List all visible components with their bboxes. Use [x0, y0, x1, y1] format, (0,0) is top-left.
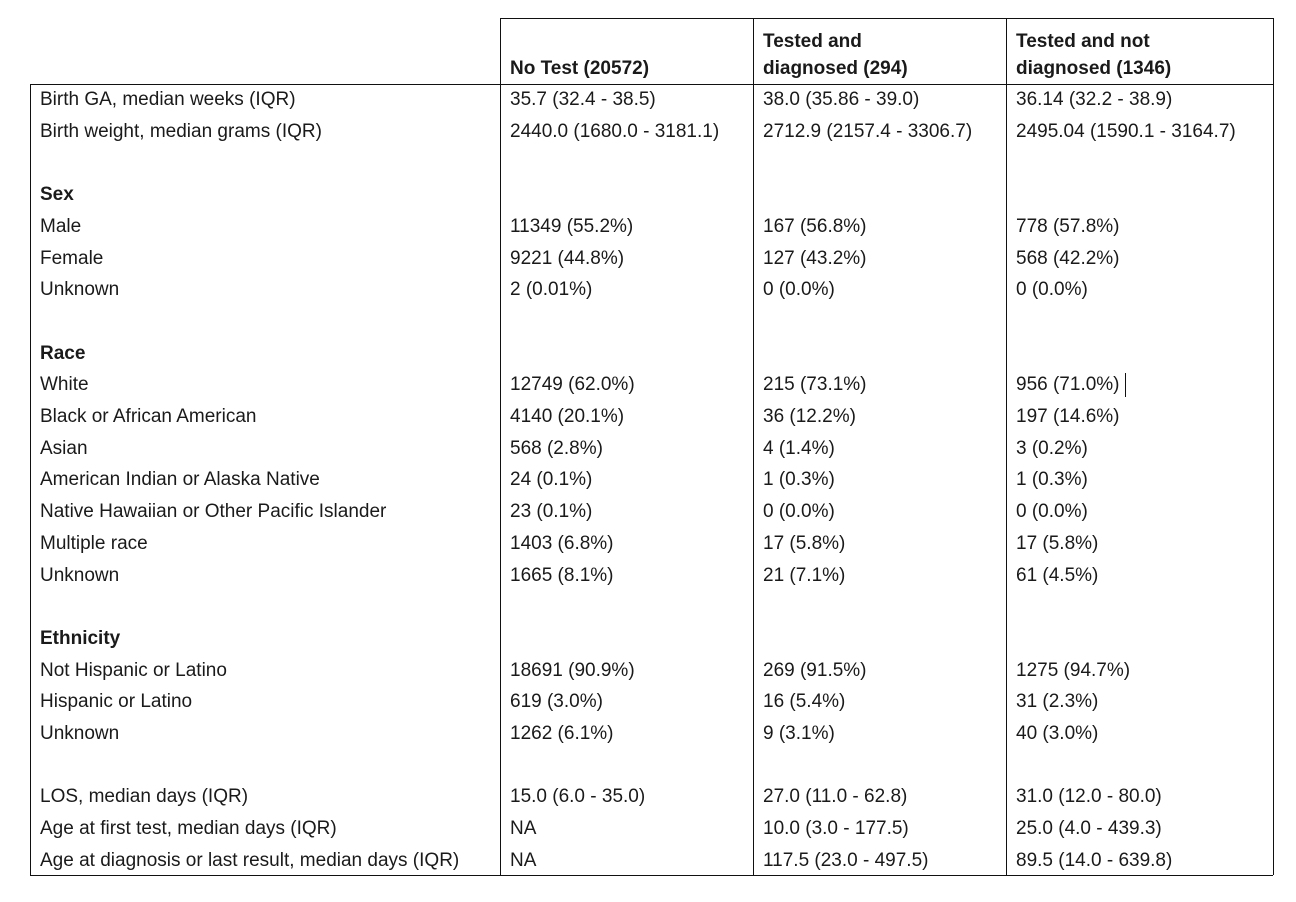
table-cell: 778 (57.8%)	[1016, 215, 1120, 237]
table-cell: 89.5 (14.0 - 639.8)	[1016, 849, 1173, 871]
table-cell: 61 (4.5%)	[1016, 564, 1099, 586]
table-cell: 269 (91.5%)	[763, 659, 867, 681]
table-cell: 40 (3.0%)	[1016, 723, 1099, 744]
table-cell: 11349 (55.2%)	[510, 215, 634, 237]
table-bottom-border	[30, 875, 1273, 876]
row-label: Unknown	[40, 564, 120, 586]
header-top-border	[500, 18, 1273, 19]
table-cell: 4 (1.4%)	[763, 437, 835, 459]
section-heading: Race	[40, 342, 86, 364]
table-cell: 2 (0.01%)	[510, 279, 593, 301]
table-cell: 15.0 (6.0 - 35.0)	[510, 786, 646, 808]
table-cell: 2495.04 (1590.1 - 3164.7)	[1016, 120, 1236, 142]
table-cell: 2440.0 (1680.0 - 3181.1)	[510, 120, 720, 142]
row-label: White	[40, 374, 89, 396]
row-label: Birth GA, median weeks (IQR)	[40, 89, 296, 110]
row-label: Unknown	[40, 723, 120, 744]
table-cell: 127 (43.2%)	[763, 247, 867, 269]
column-header-line2: diagnosed (1346)	[1016, 58, 1172, 79]
table-cell: 568 (2.8%)	[510, 437, 603, 459]
table-cell: 1403 (6.8%)	[510, 532, 614, 554]
text-caret	[1125, 373, 1126, 397]
table-cell: 1 (0.3%)	[763, 469, 835, 491]
table-cell: 215 (73.1%)	[763, 374, 867, 396]
table-cell: 38.0 (35.86 - 39.0)	[763, 89, 920, 110]
table-cell: 0 (0.0%)	[763, 501, 835, 523]
table-cell: 9 (3.1%)	[763, 723, 835, 744]
table-cell: 12749 (62.0%)	[510, 374, 635, 396]
column-header-line1: Tested and	[763, 31, 862, 52]
table-cell: 36.14 (32.2 - 38.9)	[1016, 89, 1173, 110]
row-label: Multiple race	[40, 532, 148, 554]
row-label: Black or African American	[40, 406, 257, 427]
table-cell: 3 (0.2%)	[1016, 437, 1088, 459]
table-cell: 1262 (6.1%)	[510, 723, 614, 744]
column-header-line2: No Test (20572)	[510, 58, 650, 79]
table-cell: 167 (56.8%)	[763, 215, 867, 237]
row-label: LOS, median days (IQR)	[40, 786, 249, 808]
table-cell: 17 (5.8%)	[1016, 532, 1099, 554]
table-cell: 9221 (44.8%)	[510, 247, 625, 269]
table-cell: 1275 (94.7%)	[1016, 659, 1131, 681]
row-label: Age at diagnosis or last result, median …	[40, 849, 460, 871]
row-label: American Indian or Alaska Native	[40, 469, 320, 491]
table-cell: 956 (71.0%)	[1016, 374, 1120, 396]
column-divider-1	[500, 18, 501, 875]
row-label: Unknown	[40, 279, 120, 301]
row-label: Male	[40, 215, 82, 237]
table-cell: 36 (12.2%)	[763, 406, 856, 427]
table-cell: 21 (7.1%)	[763, 564, 846, 586]
table-cell: 568 (42.2%)	[1016, 247, 1120, 269]
row-label: Not Hispanic or Latino	[40, 659, 227, 681]
section-heading: Ethnicity	[40, 627, 121, 649]
table-cell: 25.0 (4.0 - 439.3)	[1016, 818, 1162, 840]
table-cell: 1665 (8.1%)	[510, 564, 614, 586]
demographics-table: No Test (20572) Tested and diagnosed (294)…	[30, 18, 1274, 876]
column-divider-2	[753, 18, 754, 875]
table-cell: NA	[510, 849, 537, 871]
column-header-line1: Tested and not	[1016, 31, 1150, 52]
table-cell: 10.0 (3.0 - 177.5)	[763, 818, 909, 840]
row-label: Female	[40, 247, 104, 269]
table-cell: 31 (2.3%)	[1016, 691, 1099, 713]
row-label: Hispanic or Latino	[40, 691, 193, 713]
table-cell: 17 (5.8%)	[763, 532, 846, 554]
section-heading: Sex	[40, 184, 74, 206]
table-cell: 2712.9 (2157.4 - 3306.7)	[763, 120, 973, 142]
table-cell: 4140 (20.1%)	[510, 406, 625, 427]
table-cell: 0 (0.0%)	[1016, 501, 1088, 523]
table-cell: 24 (0.1%)	[510, 469, 593, 491]
table-cell: 117.5 (23.0 - 497.5)	[763, 849, 929, 871]
table-cell: 0 (0.0%)	[1016, 279, 1088, 301]
header-divider	[30, 84, 1273, 85]
row-label: Native Hawaiian or Other Pacific Islande…	[40, 501, 387, 523]
table-cell: 197 (14.6%)	[1016, 406, 1120, 427]
table-cell: 0 (0.0%)	[763, 279, 835, 301]
table-left-border	[30, 84, 31, 875]
column-divider-3	[1006, 18, 1007, 875]
table-cell: 35.7 (32.4 - 38.5)	[510, 89, 656, 110]
column-header-line2: diagnosed (294)	[763, 58, 908, 79]
table-cell: 1 (0.3%)	[1016, 469, 1088, 491]
table-right-border	[1273, 18, 1274, 875]
table-cell: 23 (0.1%)	[510, 501, 593, 523]
table-cell: 16 (5.4%)	[763, 691, 846, 713]
row-label: Age at first test, median days (IQR)	[40, 818, 337, 840]
table-cell: NA	[510, 818, 537, 840]
row-label: Asian	[40, 437, 88, 459]
table-cell: 619 (3.0%)	[510, 691, 603, 713]
table-cell: 27.0 (11.0 - 62.8)	[763, 786, 908, 808]
table-cell: 31.0 (12.0 - 80.0)	[1016, 786, 1162, 808]
row-label: Birth weight, median grams (IQR)	[40, 120, 322, 142]
table-cell: 18691 (90.9%)	[510, 659, 635, 681]
